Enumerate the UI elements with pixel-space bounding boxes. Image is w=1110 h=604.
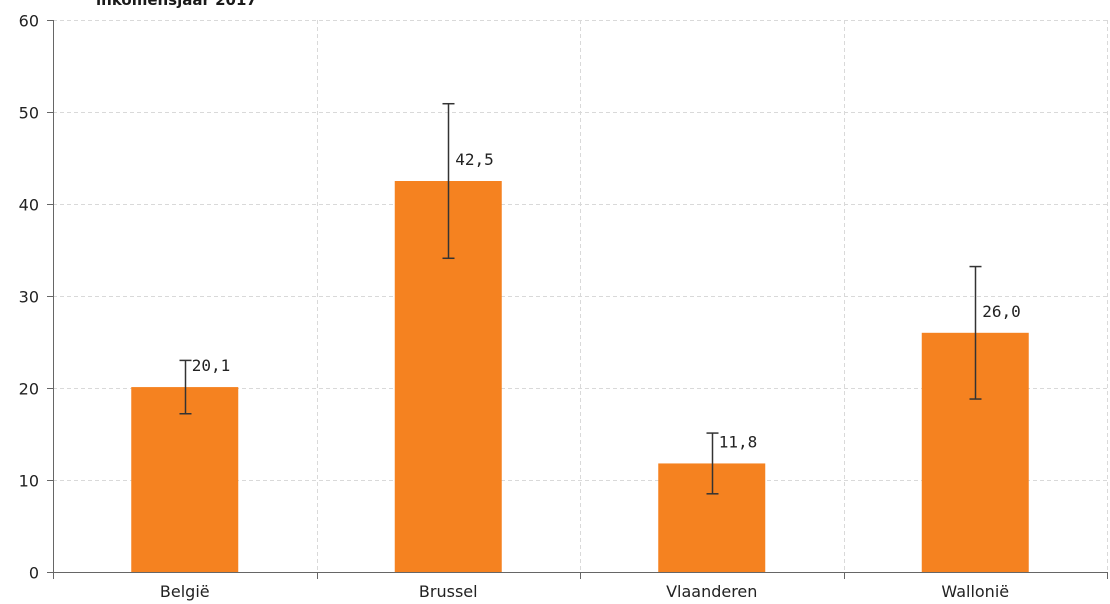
chart-title: inkomensjaar 2017 (96, 0, 257, 9)
bar (131, 387, 239, 572)
data-label: 26,0 (982, 302, 1021, 321)
y-tick-label: 40 (19, 196, 39, 215)
y-tick-label: 20 (19, 380, 39, 399)
y-tick-label: 60 (19, 12, 39, 31)
data-label: 11,8 (719, 432, 758, 451)
category-label: Vlaanderen (666, 582, 757, 601)
category-label: België (160, 582, 210, 601)
data-label: 20,1 (192, 356, 231, 375)
data-label: 42,5 (455, 150, 494, 169)
y-tick-label: 0 (29, 564, 39, 583)
y-tick-label: 50 (19, 104, 39, 123)
category-label: Wallonië (941, 582, 1009, 601)
y-tick-label: 30 (19, 288, 39, 307)
y-tick-label: 10 (19, 472, 39, 491)
category-label: Brussel (419, 582, 478, 601)
